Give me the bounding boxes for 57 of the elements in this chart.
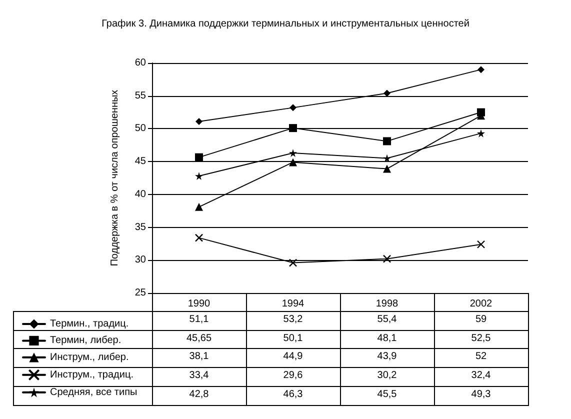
legend-label: Термин., традиц. [50, 318, 129, 330]
data-label: 52 [474, 351, 488, 364]
data-label: 30,2 [376, 370, 398, 384]
legend-label: Инструм., либер. [50, 352, 129, 363]
point [196, 118, 202, 125]
y-tick-label: 40 [134, 188, 146, 200]
y-tick-label: 50 [134, 123, 146, 134]
data-label: 43,9 [376, 351, 398, 364]
point [383, 164, 391, 173]
data-label: 51,1 [188, 314, 210, 327]
y-tick-label: 55 [134, 90, 146, 102]
y-tick-label: 35 [134, 222, 146, 233]
point [288, 258, 298, 267]
point [195, 172, 203, 180]
y-tick-label: 30 [134, 254, 146, 266]
data-label: 45,5 [376, 388, 398, 402]
data-label: 45,65 [185, 332, 213, 346]
data-label: 42,8 [188, 388, 210, 402]
y-tick-label: 45 [134, 156, 146, 168]
x-tick-label: 2002 [470, 298, 493, 310]
legend-label: Инструм., традиц. [50, 369, 134, 380]
data-label: 53,2 [282, 314, 304, 327]
data-label: 44,9 [282, 351, 304, 364]
point [476, 240, 486, 248]
point [289, 149, 297, 158]
x-tick-label: 1994 [282, 298, 305, 310]
data-label: 59 [474, 314, 488, 327]
chart-title: График 3. Динамика поддержки терминальных и инструментальных ценностей [102, 18, 470, 30]
data-label: 38,1 [188, 351, 210, 364]
point [290, 104, 296, 112]
data-label: 46,3 [282, 388, 304, 402]
data-label: 52,5 [470, 332, 492, 346]
point [478, 66, 484, 74]
legend-label: Средняя, все типы [50, 386, 138, 398]
x-tick-label: 1998 [376, 298, 399, 310]
data-label: 29,6 [282, 370, 304, 384]
y-tick-label: 60 [134, 58, 146, 68]
point [383, 137, 391, 146]
data-label: 55,4 [376, 314, 398, 327]
point [289, 158, 297, 166]
data-label: 33,4 [188, 370, 210, 384]
data-label: 49,3 [470, 388, 492, 402]
legend-label: Термин, либер. [50, 335, 122, 346]
point [382, 254, 392, 263]
y-axis-title: Поддержка в % от числа опрошенных [110, 90, 120, 266]
point [194, 234, 204, 242]
y-tick-label: 25 [134, 288, 146, 298]
point [477, 129, 485, 138]
point [289, 124, 297, 132]
x-tick-label: 1990 [188, 298, 211, 310]
data-label: 48,1 [376, 332, 398, 346]
point [384, 90, 390, 97]
point [383, 154, 391, 162]
point [195, 153, 203, 162]
data-label: 50,1 [282, 332, 304, 346]
point [195, 202, 203, 211]
data-label: 32,4 [470, 370, 492, 384]
